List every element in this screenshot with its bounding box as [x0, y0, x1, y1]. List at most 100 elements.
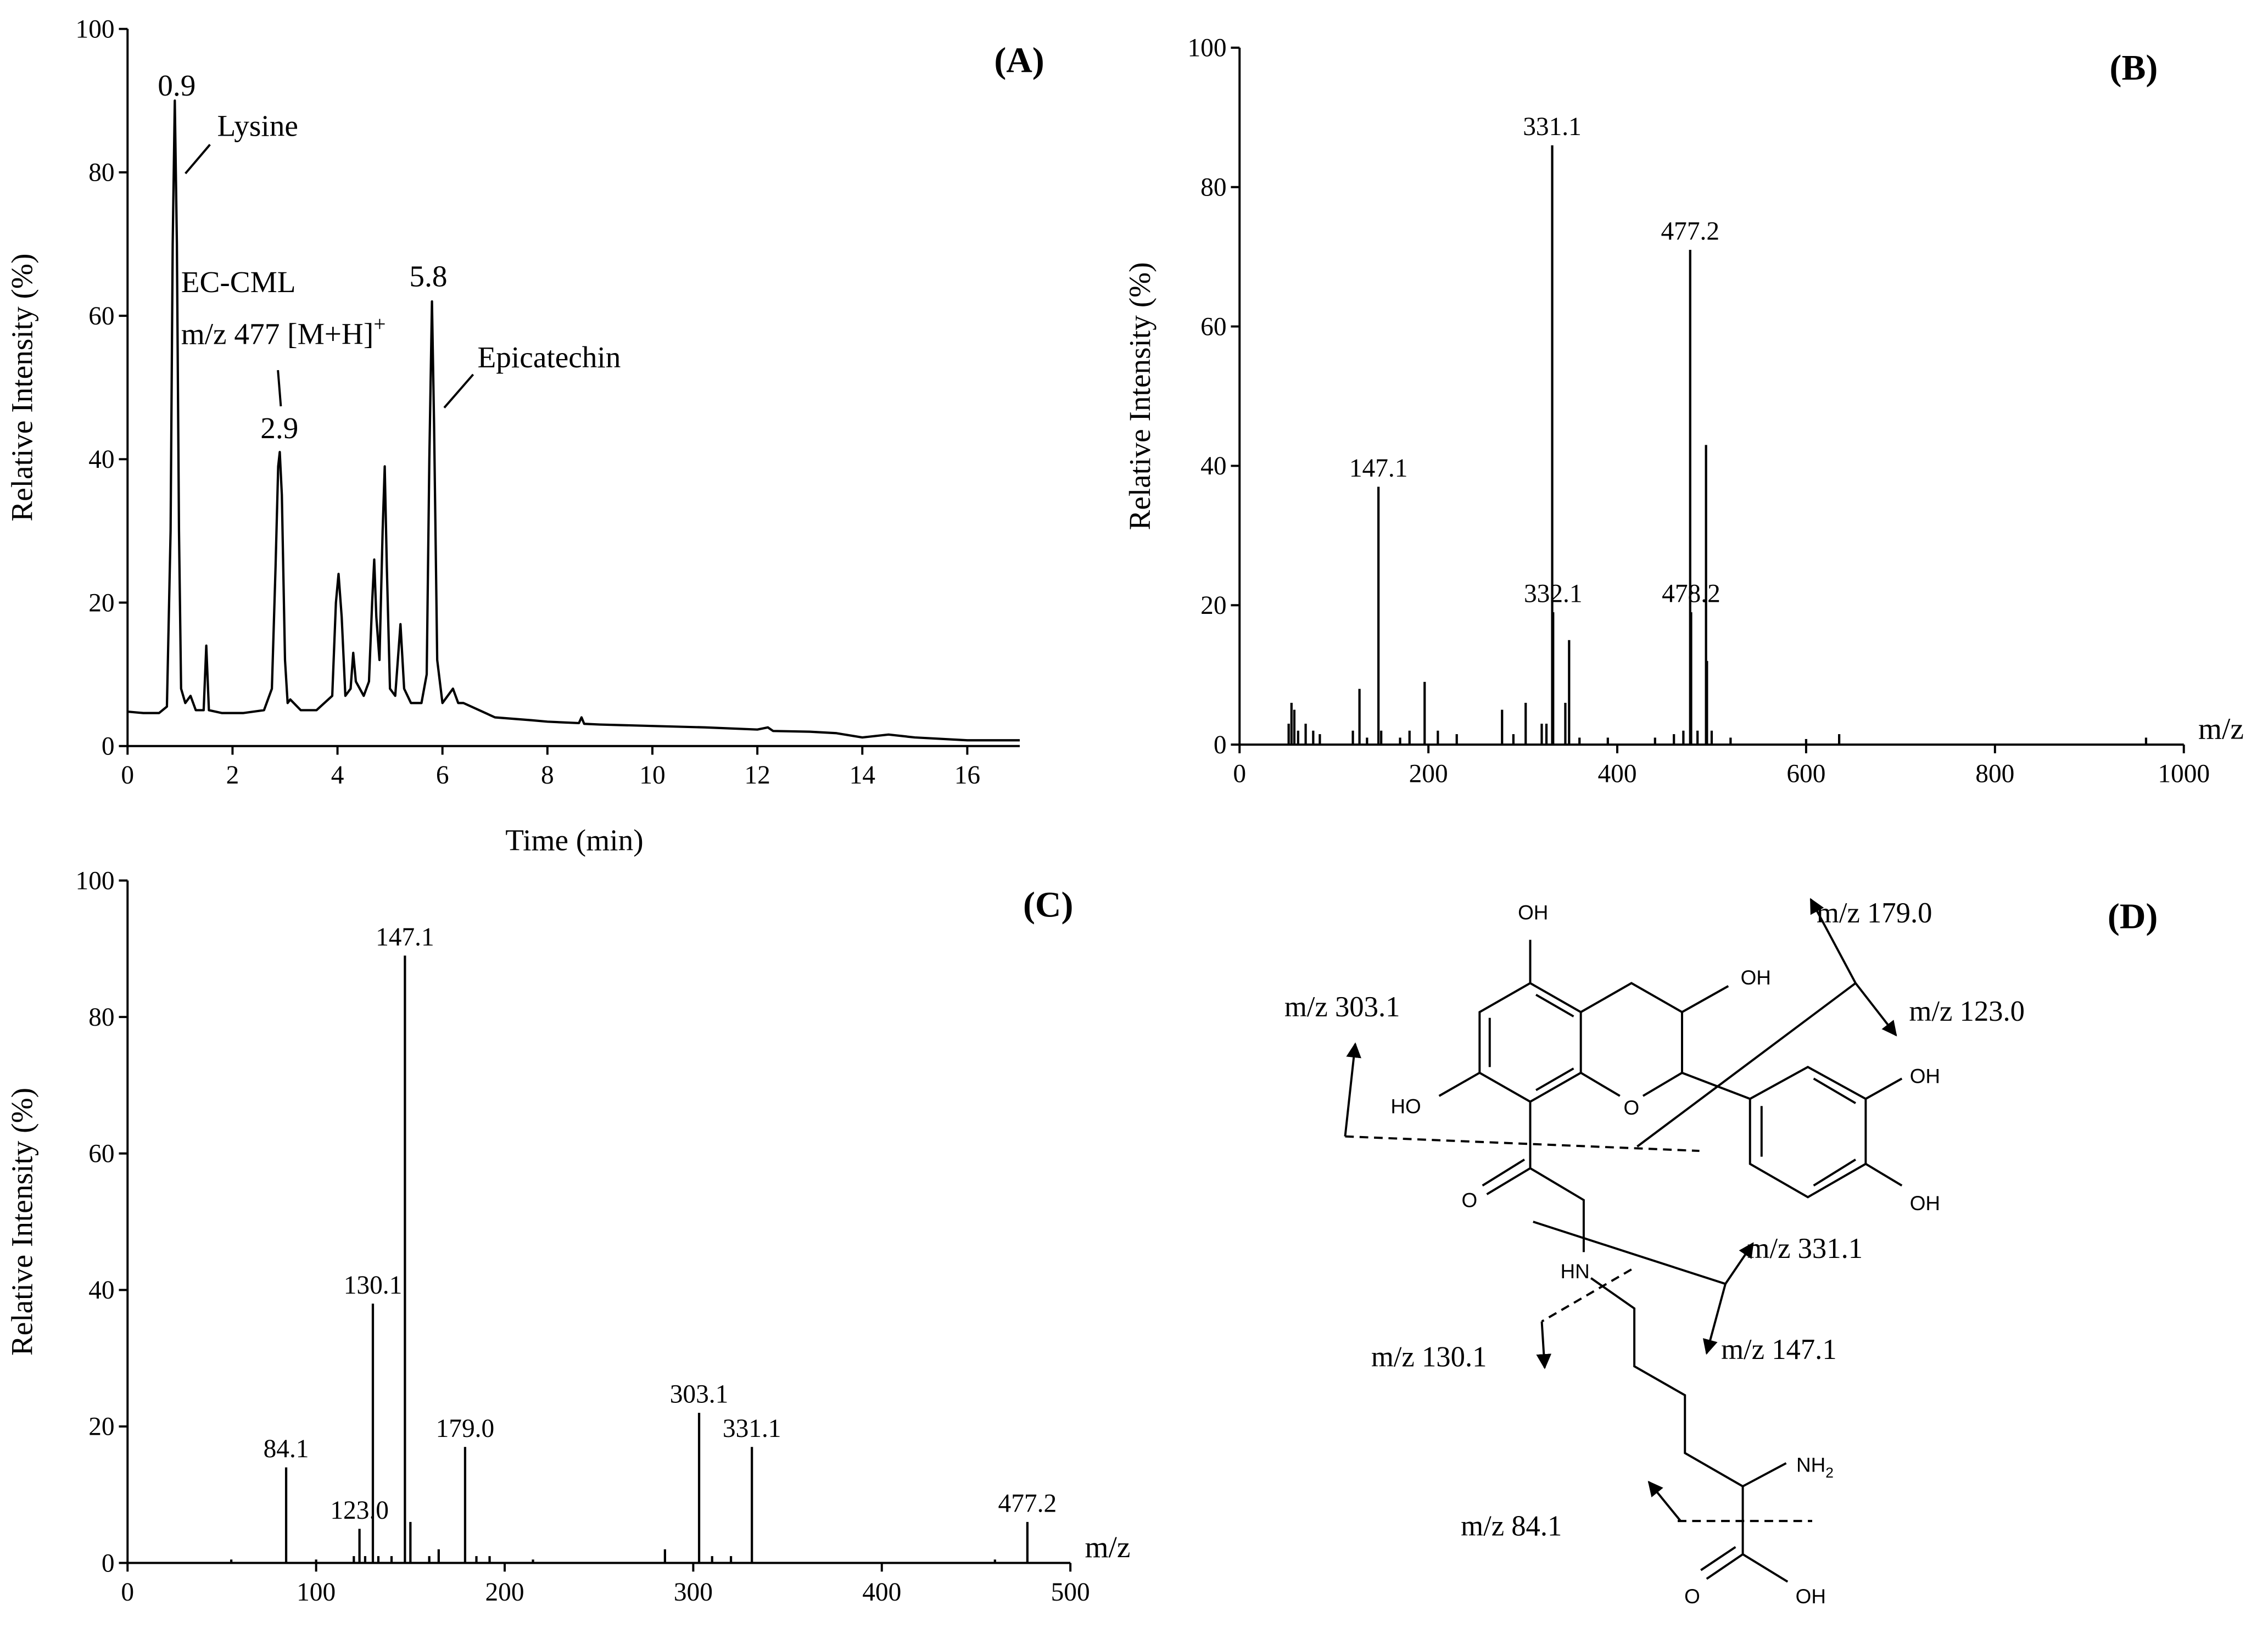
annotation: m/z 477 [M+H]+ — [181, 312, 386, 351]
bond — [1865, 1077, 1903, 1100]
panel-label: (C) — [1023, 885, 1073, 925]
atom: HN — [1561, 1260, 1590, 1283]
y-tick-label: 20 — [88, 589, 114, 617]
x-tick-label: 1000 — [2158, 760, 2210, 788]
bond — [1438, 1072, 1481, 1097]
leader-line — [443, 373, 474, 409]
bond — [1813, 1159, 1857, 1187]
ring — [1478, 982, 1582, 1103]
fragment-label: m/z 331.1 — [1747, 1233, 1863, 1265]
peak-label: 147.1 — [1349, 454, 1408, 483]
peak-label: 2.9 — [260, 411, 298, 445]
bond — [1535, 1067, 1574, 1092]
y-tick-label: 40 — [1200, 452, 1226, 480]
atom: OH — [1910, 1192, 1940, 1215]
annotation: Epicatechin — [478, 340, 621, 374]
arrow — [1647, 1480, 1682, 1522]
y-tick-label: 60 — [1200, 312, 1226, 341]
x-tick-label: 4 — [331, 761, 344, 790]
x-tick-label: 0 — [121, 1578, 134, 1607]
x-tick-label: 0 — [121, 761, 134, 790]
y-axis-title: Relative Intensity (%) — [5, 1088, 38, 1356]
x-axis-title: Time (min) — [505, 823, 643, 857]
fragment-label: m/z 147.1 — [1721, 1334, 1837, 1366]
y-tick-label: 100 — [1187, 34, 1226, 63]
panel-a-annotations: 0.9 Lysine EC-CML m/z 477 [M+H]+ 2.9 5.8… — [158, 69, 621, 445]
x-axis-title: m/z — [1085, 1530, 1130, 1564]
y-tick-label: 80 — [88, 159, 114, 187]
x-tick-label: 2 — [226, 761, 239, 790]
peak-label: 303.1 — [670, 1380, 729, 1409]
leader-line — [277, 370, 282, 407]
arrow — [1809, 898, 1857, 984]
y-tick-label: 40 — [88, 445, 114, 474]
y-tick-label: 0 — [102, 1549, 115, 1577]
y-tick-label: 20 — [1200, 591, 1226, 620]
y-axis-title: Relative Intensity (%) — [1123, 262, 1157, 530]
peak-label: 477.2 — [1661, 217, 1719, 246]
x-tick-label: 400 — [862, 1578, 901, 1607]
x-tick-label: 10 — [639, 761, 665, 790]
x-tick-label: 200 — [485, 1578, 524, 1607]
y-tick-label: 80 — [1200, 174, 1226, 202]
cleavage-line — [1636, 982, 1857, 1148]
arrow — [1536, 1321, 1552, 1369]
arrow — [1344, 1042, 1361, 1137]
peak-label: 147.1 — [376, 923, 434, 952]
y-tick-label: 0 — [102, 732, 115, 761]
bond — [1700, 1546, 1736, 1571]
fragment-label: m/z 84.1 — [1461, 1510, 1562, 1542]
atom: OH — [1910, 1065, 1940, 1087]
y-tick-label: 100 — [76, 15, 115, 43]
atom: O — [1623, 1096, 1639, 1119]
x-tick-label: 400 — [1597, 760, 1636, 788]
x-tick-label: 12 — [744, 761, 770, 790]
annotation: Lysine — [217, 109, 298, 143]
peak-label: 477.2 — [998, 1490, 1057, 1518]
x-tick-label: 6 — [436, 761, 449, 790]
atom: OH — [1741, 966, 1771, 989]
x-tick-label: 0 — [1233, 760, 1246, 788]
cleavage-line — [1541, 1268, 1632, 1323]
cleavage-line — [1533, 1221, 1726, 1285]
atom: HO — [1390, 1095, 1421, 1118]
bond — [1682, 985, 1729, 1013]
fragment-label: m/z 179.0 — [1817, 897, 1932, 929]
chromatogram-line — [127, 99, 1020, 742]
peak-label: 84.1 — [264, 1435, 309, 1463]
x-tick-label: 16 — [954, 761, 980, 790]
y-tick-label: 40 — [88, 1276, 114, 1305]
atom: O — [1462, 1189, 1478, 1212]
y-tick-label: 80 — [88, 1003, 114, 1032]
x-tick-label: 600 — [1786, 760, 1825, 788]
ring — [1749, 1066, 1867, 1199]
annotation: EC-CML — [181, 265, 296, 299]
peak-label: 332.1 — [1524, 580, 1583, 608]
x-axis-title: m/z — [2198, 712, 2244, 746]
arrow — [1854, 982, 1897, 1037]
bond — [1742, 1553, 1789, 1583]
peak-label: 478.2 — [1662, 580, 1720, 608]
fragment-label: m/z 303.1 — [1284, 991, 1400, 1023]
peak-label: 0.9 — [158, 69, 195, 102]
fragment-label: m/z 130.1 — [1371, 1341, 1487, 1373]
fragment-label: m/z 123.0 — [1909, 995, 2025, 1027]
cleavage-line — [1345, 1135, 1700, 1153]
structure: (D) OH HO O OH OH OH O HN NH2 — [1284, 897, 2158, 1608]
x-tick-label: 100 — [297, 1578, 336, 1607]
x-tick-label: 8 — [541, 761, 554, 790]
bond — [1865, 1163, 1903, 1187]
x-tick-label: 800 — [1975, 760, 2014, 788]
x-tick-label: 300 — [674, 1578, 713, 1607]
peak-label: 5.8 — [409, 259, 447, 293]
atom-subscript: 2 — [1825, 1464, 1834, 1481]
arrow — [1702, 1283, 1727, 1355]
bond — [1482, 1159, 1526, 1187]
y-tick-label: 60 — [88, 1140, 114, 1168]
leader-line — [185, 144, 211, 175]
atom: O — [1684, 1585, 1700, 1608]
ring — [1580, 982, 1683, 1097]
y-tick-label: 60 — [88, 302, 114, 331]
